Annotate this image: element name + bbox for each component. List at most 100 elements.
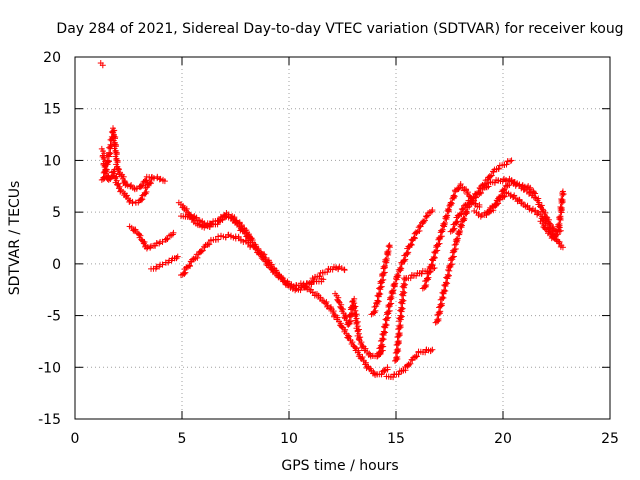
- data-point: [186, 262, 193, 269]
- series-arc-19: [481, 177, 564, 235]
- data-point: [503, 161, 510, 168]
- data-point: [413, 272, 420, 279]
- data-point: [390, 374, 397, 381]
- data-point: [395, 272, 402, 279]
- data-point: [406, 361, 413, 368]
- data-point: [554, 231, 561, 238]
- x-tick-label: 25: [601, 431, 619, 447]
- data-point: [400, 280, 407, 287]
- data-point: [341, 267, 348, 274]
- data-point: [417, 223, 424, 230]
- data-point: [129, 200, 136, 207]
- data-point: [194, 254, 201, 261]
- data-point: [438, 227, 445, 234]
- data-point: [378, 371, 385, 378]
- data-point: [407, 275, 414, 282]
- data-point: [115, 180, 122, 187]
- y-tick-label: -5: [47, 309, 61, 325]
- data-point: [448, 200, 455, 207]
- data-point: [557, 213, 564, 220]
- data-point: [395, 371, 402, 378]
- data-point: [390, 281, 397, 288]
- data-point: [316, 273, 323, 280]
- y-tick-label: 0: [52, 257, 61, 273]
- data-point: [335, 298, 342, 305]
- data-point: [429, 207, 436, 214]
- data-point: [506, 182, 513, 189]
- y-tick-label: 15: [43, 102, 61, 118]
- data-point: [476, 203, 483, 210]
- data-point: [398, 265, 405, 272]
- series-arc-2: [98, 145, 168, 207]
- series-arc-10: [332, 290, 387, 360]
- data-point: [556, 214, 563, 221]
- data-point: [461, 215, 468, 222]
- y-tick-label: -15: [38, 412, 61, 428]
- data-point: [174, 253, 181, 260]
- data-points: [97, 60, 567, 381]
- data-point: [418, 270, 425, 277]
- data-point: [457, 210, 464, 217]
- data-point: [407, 360, 414, 367]
- data-point: [382, 256, 389, 263]
- x-tick-label: 15: [387, 431, 405, 447]
- data-point: [408, 241, 415, 248]
- data-point: [464, 209, 471, 216]
- data-point: [265, 259, 272, 266]
- x-tick-label: 20: [494, 431, 512, 447]
- data-point: [384, 364, 391, 371]
- data-point: [199, 247, 206, 254]
- data-point: [491, 179, 498, 186]
- x-tick-label: 5: [178, 431, 187, 447]
- data-point: [455, 228, 462, 235]
- data-point: [159, 261, 166, 268]
- data-point: [466, 201, 473, 208]
- data-point: [397, 264, 404, 271]
- data-point: [420, 218, 427, 225]
- axis-ticks: [74, 56, 611, 420]
- y-tick-label: 10: [43, 153, 61, 169]
- data-point: [182, 269, 189, 276]
- series-arc-12: [374, 207, 436, 359]
- data-point: [445, 206, 452, 213]
- data-point: [451, 193, 458, 200]
- x-tick-label: 10: [280, 431, 298, 447]
- data-point: [251, 243, 258, 250]
- data-point: [559, 188, 566, 195]
- x-axis-label: GPS time / hours: [281, 458, 398, 474]
- series-arc-1: [97, 60, 106, 69]
- data-point: [416, 227, 423, 234]
- data-point: [499, 192, 506, 199]
- data-point: [555, 221, 562, 228]
- data-point: [411, 234, 418, 241]
- data-point: [187, 263, 194, 270]
- series-arc-3: [98, 125, 156, 193]
- data-point: [297, 287, 304, 294]
- data-point: [123, 181, 130, 188]
- data-point: [402, 256, 409, 263]
- series-arc-4: [126, 223, 177, 252]
- data-point: [388, 288, 395, 295]
- data-point: [451, 242, 458, 249]
- data-point: [208, 221, 215, 228]
- data-point: [147, 180, 154, 187]
- data-point: [320, 276, 327, 283]
- data-point: [557, 203, 564, 210]
- data-point: [384, 249, 391, 256]
- data-point: [558, 196, 565, 203]
- y-tick-label: -10: [38, 360, 61, 376]
- data-point: [338, 324, 345, 331]
- data-point: [385, 243, 392, 250]
- data-point: [501, 186, 508, 193]
- data-point: [143, 188, 150, 195]
- data-point: [392, 280, 399, 287]
- chart-title: Day 284 of 2021, Sidereal Day-to-day VTE…: [56, 21, 623, 37]
- data-point: [355, 336, 362, 343]
- series-arc-11: [368, 242, 393, 318]
- x-tick-label: 0: [71, 431, 80, 447]
- data-point: [147, 179, 154, 186]
- data-point: [397, 322, 404, 329]
- data-point: [421, 217, 428, 224]
- data-point: [139, 182, 146, 189]
- data-point: [386, 242, 393, 249]
